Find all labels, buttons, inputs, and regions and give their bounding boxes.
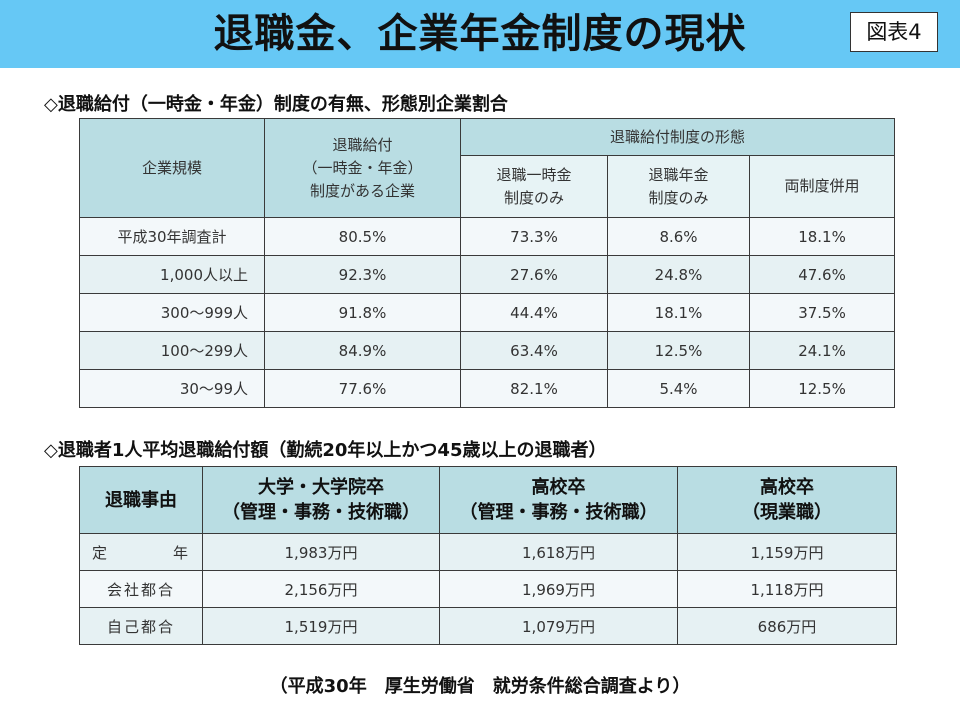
section2-title: ◇退職者1人平均退職給付額（勤続20年以上かつ45歳以上の退職者） — [44, 440, 607, 461]
section1-title: ◇退職給付（一時金・年金）制度の有無、形態別企業割合 — [44, 94, 508, 115]
table-row: 100～299人 84.9% 63.4% 12.5% 24.1% — [79, 331, 896, 370]
table-row: 会社都合 2,156万円 1,969万円 1,118万円 — [79, 570, 897, 608]
cell-pension-only: 5.4% — [607, 369, 750, 408]
cell-has-system: 92.3% — [264, 255, 461, 294]
col-header-size: 企業規模 — [79, 118, 265, 218]
row-label: 会社都合 — [79, 570, 203, 608]
row-label: 300～999人 — [79, 293, 265, 332]
cell-both: 47.6% — [748, 255, 896, 294]
cell-hs-office: 1,618万円 — [439, 533, 678, 571]
cell-has-system: 91.8% — [264, 293, 461, 332]
cell-hs-field: 1,159万円 — [677, 533, 897, 571]
retirement-system-table: 企業規模 退職給付 （一時金・年金） 制度がある企業 退職給付制度の形態 退職一… — [79, 118, 896, 408]
cell-lump-sum-only: 27.6% — [460, 255, 608, 294]
col-header-hs-field: 高校卒 （現業職） — [677, 466, 897, 534]
figure-label: 図表4 — [850, 12, 938, 52]
cell-pension-only: 24.8% — [607, 255, 750, 294]
col-header-hs-office: 高校卒 （管理・事務・技術職） — [439, 466, 678, 534]
row-label: 平成30年調査計 — [79, 217, 265, 256]
table-row: 1,000人以上 92.3% 27.6% 24.8% 47.6% — [79, 255, 896, 294]
cell-lump-sum-only: 73.3% — [460, 217, 608, 256]
col-header-has-system: 退職給付 （一時金・年金） 制度がある企業 — [264, 118, 461, 218]
row-label: 30～99人 — [79, 369, 265, 408]
row-label: 自己都合 — [79, 607, 203, 645]
cell-has-system: 84.9% — [264, 331, 461, 370]
cell-lump-sum-only: 82.1% — [460, 369, 608, 408]
cell-pension-only: 8.6% — [607, 217, 750, 256]
cell-has-system: 80.5% — [264, 217, 461, 256]
cell-pension-only: 12.5% — [607, 331, 750, 370]
cell-pension-only: 18.1% — [607, 293, 750, 332]
col-header-reason: 退職事由 — [79, 466, 203, 534]
col-header-lump-sum-only: 退職一時金 制度のみ — [460, 155, 608, 218]
cell-both: 18.1% — [748, 217, 896, 256]
cell-univ: 1,983万円 — [202, 533, 440, 571]
source-note: （平成30年 厚生労働省 就労条件総合調査より） — [269, 676, 691, 697]
cell-has-system: 77.6% — [264, 369, 461, 408]
table-row: 定年 1,983万円 1,618万円 1,159万円 — [79, 533, 897, 571]
title-bar — [0, 0, 960, 68]
cell-lump-sum-only: 63.4% — [460, 331, 608, 370]
cell-univ: 1,519万円 — [202, 607, 440, 645]
cell-both: 12.5% — [748, 369, 896, 408]
col-header-pension-only: 退職年金 制度のみ — [607, 155, 750, 218]
row-label: 1,000人以上 — [79, 255, 265, 294]
cell-both: 37.5% — [748, 293, 896, 332]
table-row: 平成30年調査計 80.5% 73.3% 8.6% 18.1% — [79, 217, 896, 256]
retirement-benefit-table: 退職事由 大学・大学院卒 （管理・事務・技術職） 高校卒 （管理・事務・技術職）… — [79, 466, 897, 645]
page-title: 退職金、企業年金制度の現状 — [213, 11, 747, 57]
cell-lump-sum-only: 44.4% — [460, 293, 608, 332]
cell-hs-office: 1,079万円 — [439, 607, 678, 645]
cell-both: 24.1% — [748, 331, 896, 370]
col-header-both: 両制度併用 — [748, 155, 896, 218]
cell-hs-office: 1,969万円 — [439, 570, 678, 608]
cell-hs-field: 1,118万円 — [677, 570, 897, 608]
col-header-form-group: 退職給付制度の形態 — [459, 118, 896, 156]
table-row: 30～99人 77.6% 82.1% 5.4% 12.5% — [79, 369, 896, 408]
row-label: 100～299人 — [79, 331, 265, 370]
cell-hs-field: 686万円 — [677, 607, 897, 645]
col-header-univ: 大学・大学院卒 （管理・事務・技術職） — [202, 466, 440, 534]
table-row: 300～999人 91.8% 44.4% 18.1% 37.5% — [79, 293, 896, 332]
row-label: 定年 — [79, 533, 203, 571]
table-row: 自己都合 1,519万円 1,079万円 686万円 — [79, 607, 897, 645]
cell-univ: 2,156万円 — [202, 570, 440, 608]
